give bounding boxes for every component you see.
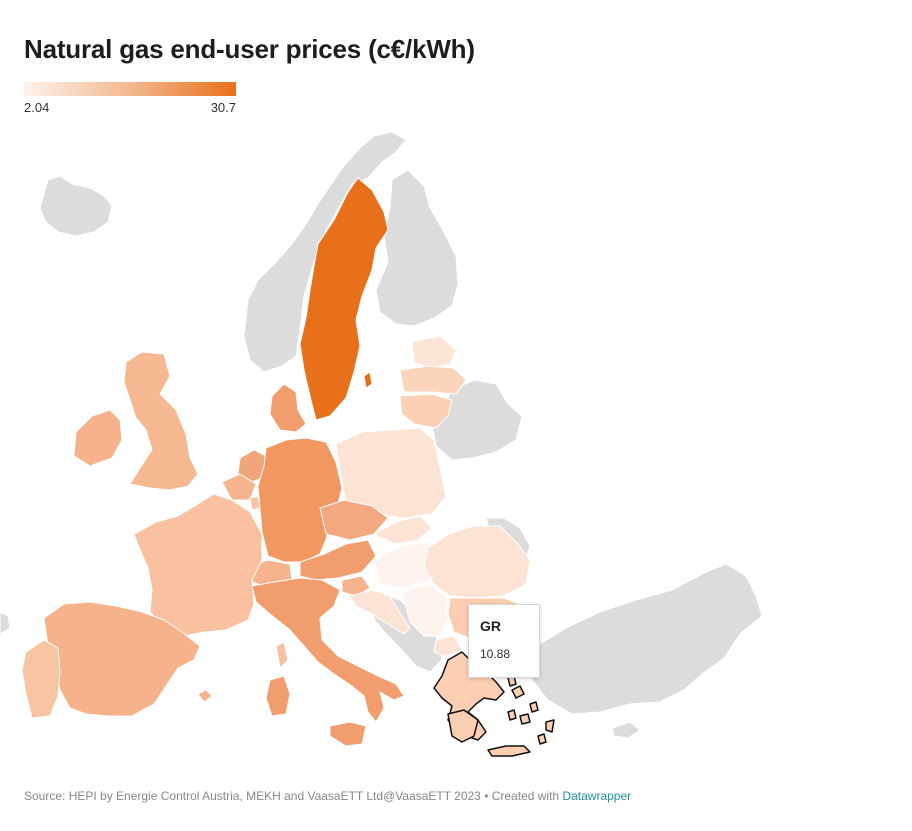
finland[interactable] [375, 169, 459, 327]
north-macedonia[interactable] [433, 635, 463, 657]
tooltip-value: 10.88 [480, 647, 511, 661]
europe-map [0, 131, 763, 757]
austria[interactable] [299, 539, 377, 581]
greece-rhodes[interactable] [545, 719, 555, 733]
slovakia[interactable] [373, 515, 433, 545]
legend-max-label: 30.7 [210, 100, 236, 115]
chart-title: Natural gas end-user prices (c€/kWh) [24, 34, 475, 64]
greece-island-3[interactable] [507, 709, 517, 721]
greece-crete[interactable] [487, 745, 531, 757]
legend-min-label: 2.04 [24, 100, 50, 115]
sweden[interactable] [299, 177, 389, 421]
turkey[interactable] [529, 563, 763, 715]
luxembourg[interactable] [249, 495, 261, 511]
spain[interactable] [43, 601, 201, 717]
greece-peloponnese[interactable] [447, 709, 479, 743]
country-tooltip: GR 10.88 [468, 604, 540, 678]
greece-island-2[interactable] [519, 713, 531, 725]
iceland[interactable] [39, 175, 113, 237]
color-legend: 2.04 30.7 [24, 82, 236, 115]
greece-island-4[interactable] [537, 733, 547, 745]
serbia[interactable] [401, 583, 449, 637]
greece-lesbos[interactable] [511, 685, 525, 699]
estonia[interactable] [411, 335, 457, 369]
france[interactable] [133, 493, 263, 637]
legend-labels: 2.04 30.7 [24, 100, 236, 115]
united-kingdom[interactable] [123, 351, 199, 491]
legend-gradient-bar [24, 82, 236, 96]
datawrapper-link[interactable]: Datawrapper [562, 789, 632, 803]
czechia[interactable] [319, 499, 389, 541]
greece-island-1[interactable] [529, 701, 539, 713]
tooltip-country-code: GR [480, 618, 501, 634]
norway[interactable] [243, 131, 407, 373]
portugal[interactable] [21, 639, 61, 719]
latvia[interactable] [399, 365, 467, 395]
source-text: Source: HEPI by Energie Control Austria,… [24, 789, 563, 803]
belgium[interactable] [221, 473, 257, 501]
ireland[interactable] [73, 409, 123, 467]
denmark[interactable] [269, 383, 307, 433]
lithuania[interactable] [399, 393, 453, 429]
germany[interactable] [257, 437, 343, 563]
france-corsica[interactable] [275, 641, 289, 669]
poland[interactable] [335, 427, 447, 519]
sweden-gotland[interactable] [363, 371, 373, 389]
croatia[interactable] [349, 589, 411, 635]
romania[interactable] [423, 525, 531, 599]
italy[interactable] [251, 577, 405, 723]
italy-sardinia[interactable] [265, 675, 291, 717]
source-note: Source: HEPI by Energie Control Austria,… [24, 789, 631, 803]
italy-sicily[interactable] [329, 721, 367, 747]
morocco-edge[interactable] [0, 611, 11, 635]
cyprus[interactable] [611, 721, 641, 739]
spain-balearic[interactable] [197, 689, 213, 703]
